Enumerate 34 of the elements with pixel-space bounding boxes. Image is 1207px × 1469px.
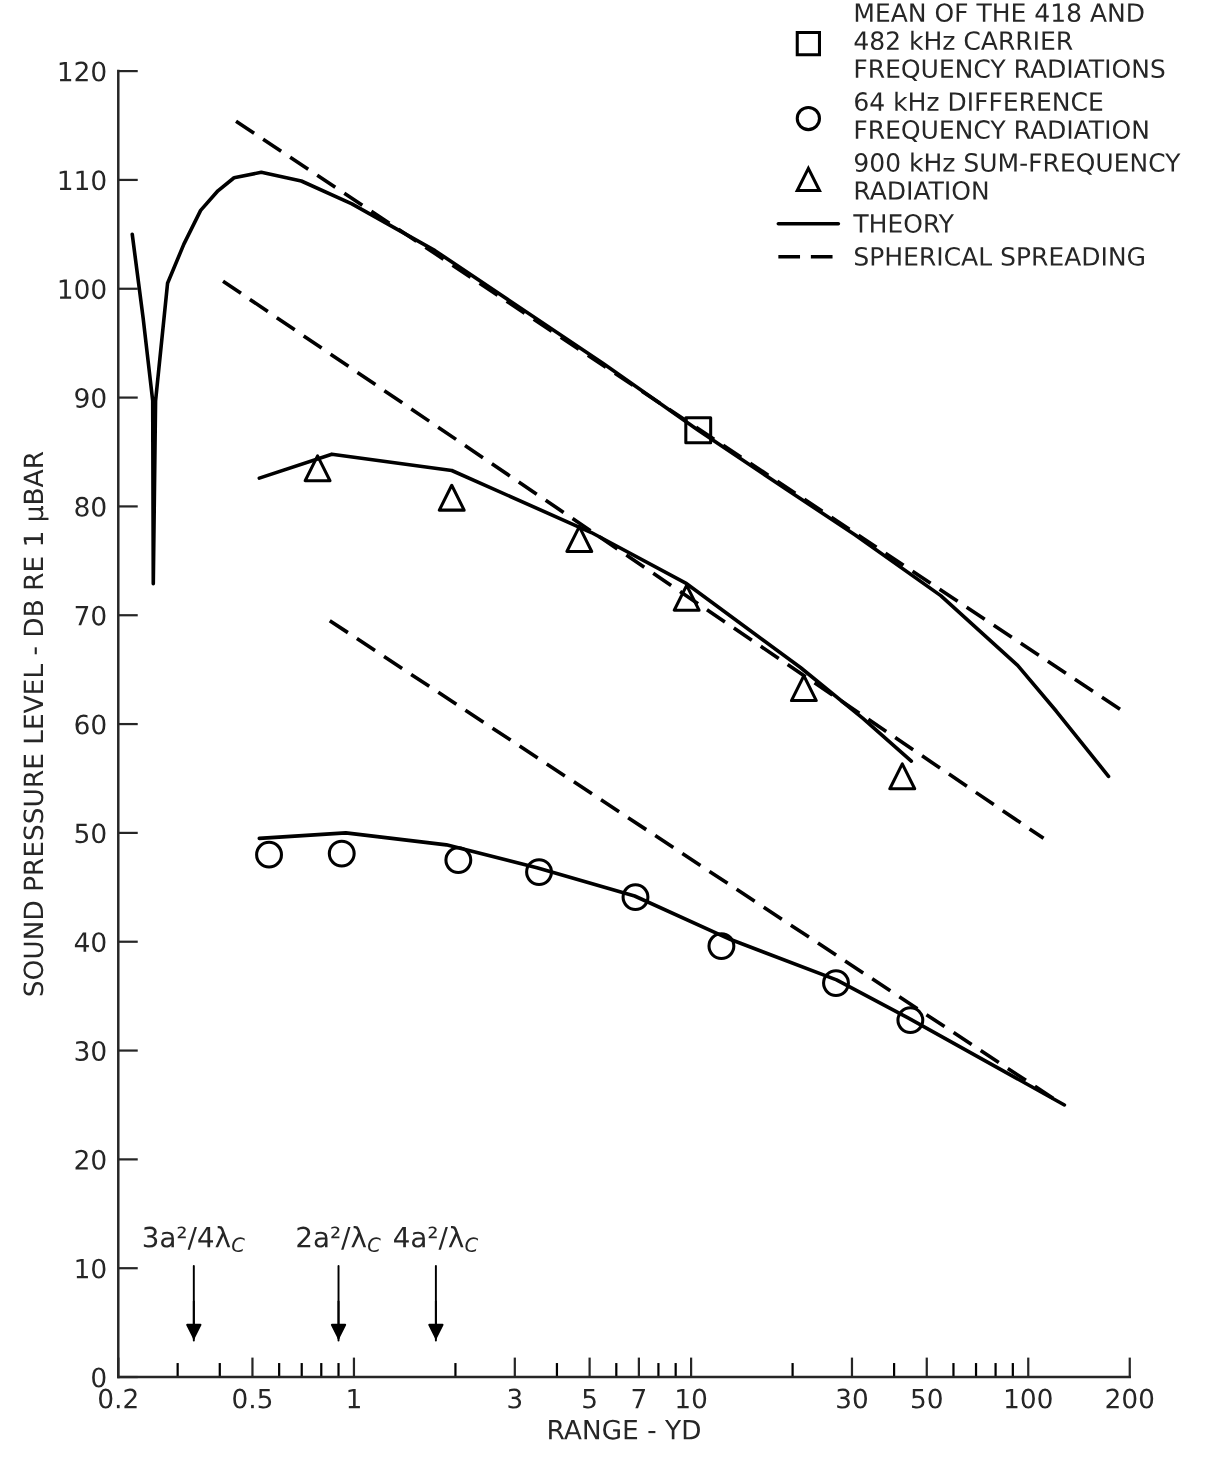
y-tick-label: 30 — [75, 1041, 106, 1061]
y-tick-label: 80 — [75, 496, 106, 517]
y-tick-label: 50 — [75, 823, 106, 844]
y-tick-label: 120 — [59, 61, 106, 82]
x-tick-label: 0.5 — [233, 1388, 272, 1409]
y-tick-label: 10 — [76, 1258, 106, 1279]
x-tick-label: 7 — [632, 1388, 646, 1409]
legend-label: MEAN OF THE 418 AND 482 kHz CARRIER FREQUENCY RADIATIONS — [854, 3, 1165, 81]
legend-label: THEORY — [853, 214, 954, 233]
x-tick-label: 200 — [1106, 1388, 1154, 1409]
y-tick-label: 100 — [59, 279, 106, 300]
legend-label: SPHERICAL SPREADING — [855, 246, 1144, 266]
y-tick-label: 70 — [75, 605, 106, 626]
x-tick-label: 100 — [1005, 1388, 1052, 1409]
y-axis-title: SOUND PRESSURE LEVEL - DB RE 1 μBAR — [23, 451, 49, 996]
ref-line-label: 3a²/4λ$_{C}$ — [143, 1226, 245, 1253]
x-tick-label: 3 — [508, 1388, 522, 1409]
y-tick-label: 20 — [75, 1149, 106, 1170]
y-tick-label: 90 — [75, 388, 106, 408]
x-tick-label: 30 — [837, 1388, 867, 1409]
x-tick-label: 10 — [677, 1388, 707, 1409]
x-axis-title: RANGE - YD — [549, 1419, 700, 1440]
x-tick-label: 0.2 — [99, 1388, 137, 1409]
legend-label: 900 kHz SUM-FREQUENCY RADIATION — [854, 152, 1181, 200]
y-tick-label: 40 — [74, 932, 106, 953]
x-tick-label: 50 — [912, 1388, 942, 1409]
ref-line-label: 2a²/λ$_{C}$ — [297, 1226, 381, 1253]
x-tick-label: 5 — [583, 1388, 596, 1409]
y-tick-label: 60 — [75, 714, 106, 735]
x-tick-label: 1 — [348, 1388, 360, 1409]
y-tick-label: 0 — [92, 1367, 106, 1388]
ref-line-label: 4a²/λ$_{C}$ — [394, 1226, 479, 1253]
legend-label: 64 kHz DIFFERENCE FREQUENCY RADIATION — [855, 91, 1148, 142]
y-tick-label: 110 — [59, 170, 106, 191]
